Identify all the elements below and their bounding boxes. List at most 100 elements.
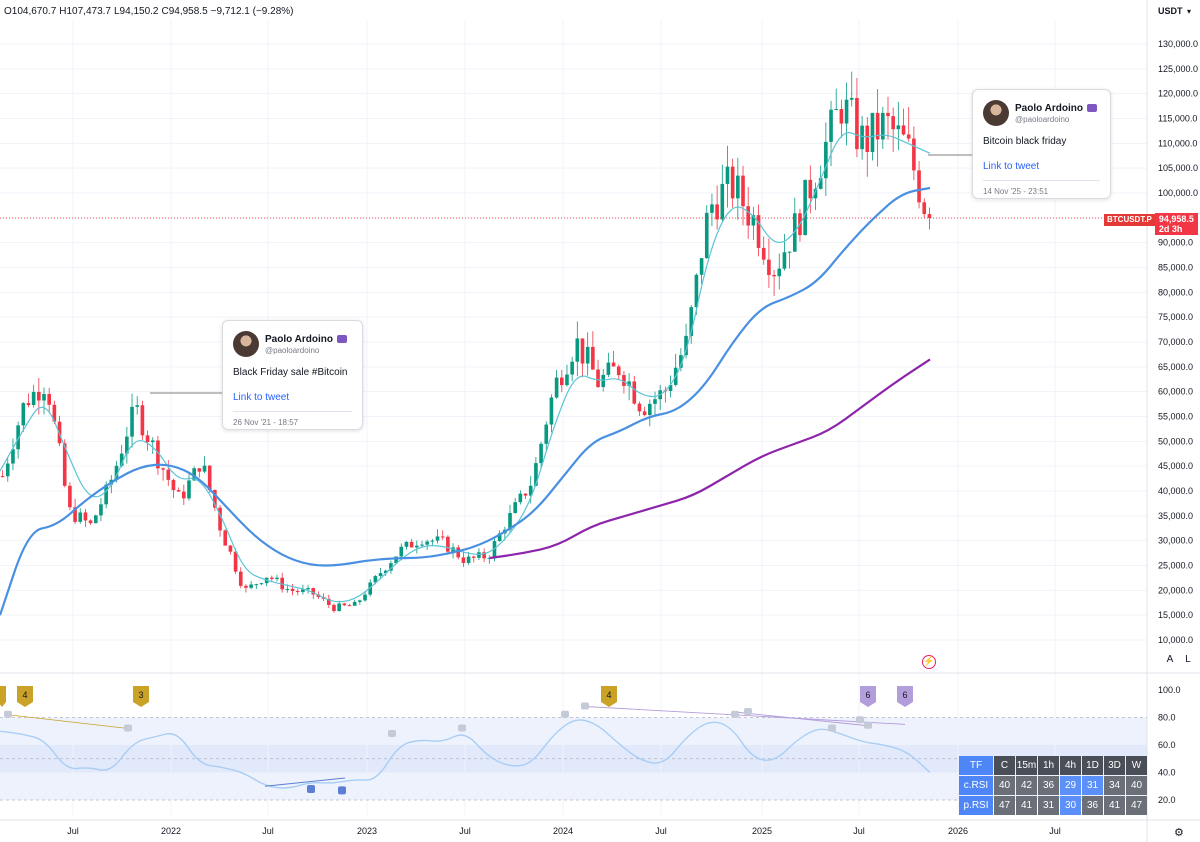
candle-body [839,109,844,124]
candle-body [373,576,378,583]
gear-icon[interactable]: ⚙ [1174,827,1184,839]
table-cell: 36 [1082,796,1103,815]
tweet-text: Black Friday sale #Bitcoin [233,367,348,378]
price-tag-countdown: 2d 3h [1158,224,1183,234]
y-tick-label: 125,000.0 [1158,64,1198,74]
tweet-link[interactable]: Link to tweet [233,392,290,403]
candle-body [736,175,740,199]
table-header-cell: W [1126,756,1147,775]
candle-body [818,178,823,189]
candle-body [881,112,885,140]
auto-scale-button[interactable]: A [1166,654,1174,665]
table-cell: 30 [1060,796,1081,815]
candle-body [68,485,72,508]
candle-body [202,465,207,472]
tweet-date: 14 Nov '25 - 23:51 [983,187,1049,196]
divergence-line [7,714,129,729]
candle-body [150,440,155,443]
candle-body [104,484,108,505]
tweet-card-2025[interactable]: Paolo Ardoino @paoloardoino Bitcoin blac… [972,89,1111,199]
x-tick-label: 2025 [752,826,772,836]
y-tick-label: 90,000.0 [1158,238,1193,248]
rsi-marker [581,702,589,710]
candle-body [52,404,57,422]
candle-body [93,515,98,524]
tweet-date: 26 Nov '21 - 18:57 [233,418,299,427]
candle-body [135,405,140,407]
tweet-author: Paolo Ardoino [265,333,333,345]
candle-body [782,252,787,269]
candle-body [668,384,673,391]
candle-body [699,258,704,275]
candle-body [824,141,828,179]
candle-body [860,125,864,150]
candle-body [611,362,616,367]
candle-body [720,183,725,220]
candle-body [523,493,528,496]
candle-body [358,600,362,602]
tweet-handle: @paoloardoino [1015,114,1070,124]
last-price-tag: BTCUSDT.P 94,958.5 2d 3h [1104,213,1198,235]
y-tick-label: 85,000.0 [1158,263,1193,273]
table-cell: 29 [1060,776,1081,795]
signal-badge-label: 6 [865,690,870,700]
candle-body [182,491,186,499]
candle-body [233,551,238,572]
table-cell: 42 [1016,776,1037,795]
candle-body [844,99,849,124]
tweet-link[interactable]: Link to tweet [983,161,1040,172]
candle-body [275,577,279,580]
candle-body [332,604,336,611]
table-row-label: c.RSI [959,776,993,795]
candle-body [565,374,569,386]
candle-body [394,556,398,564]
candle-body [482,552,486,559]
candle-body [534,463,538,486]
y-tick-label: 120,000.0 [1158,89,1198,99]
candle-body [295,591,300,593]
candle-body [777,268,782,277]
flash-alert-icon[interactable]: ⚡ [922,655,936,669]
candle-body [772,274,776,277]
candle-body [83,512,88,521]
candle-body [0,476,5,478]
candle-body [290,588,295,592]
chevron-down-icon[interactable]: ▾ [1187,7,1192,16]
candle-body [917,170,921,203]
ohlc-change: −9,712.1 (−9.28%) [210,6,294,17]
candle-body [787,251,792,253]
candle-body [906,134,911,139]
candle-body [870,112,875,152]
ohlc-close: C94,958.5 [161,6,208,17]
x-tick-label: 2026 [948,826,968,836]
candle-body [679,355,683,368]
table-cell: 40 [1126,776,1147,795]
candle-body [409,541,414,548]
tweet-card-2021[interactable]: Paolo Ardoino @paoloardoino Black Friday… [222,320,363,430]
candle-body [254,584,259,586]
candle-body [166,469,171,480]
ohlc-open: O104,670.7 [4,6,57,17]
candle-body [694,274,699,308]
ohlc-readout: O104,670.7 H107,473.7 L94,150.2 C94,958.… [4,6,293,17]
rsi-y-tick-label: 100.0 [1158,685,1181,695]
x-tick-label: 2024 [553,826,573,836]
rsi-line [0,719,931,789]
candle-body [430,540,435,542]
table-cell: 47 [1126,796,1147,815]
candle-body [606,362,611,375]
table-header-cell: 15m [1016,756,1037,775]
signal-badge-label: 4 [22,690,27,700]
log-scale-button[interactable]: L [1185,654,1191,665]
tweet-text: Bitcoin black friday [983,136,1067,147]
candle-body [285,588,290,590]
candle-body [513,502,517,513]
candle-body [119,453,124,466]
candle-body [622,375,626,386]
candle-body [378,573,383,577]
table-header-cell: 3D [1104,756,1125,775]
rsi-marker [864,721,872,729]
candle-body [492,541,497,558]
currency-selector[interactable]: USDT [1158,6,1183,16]
